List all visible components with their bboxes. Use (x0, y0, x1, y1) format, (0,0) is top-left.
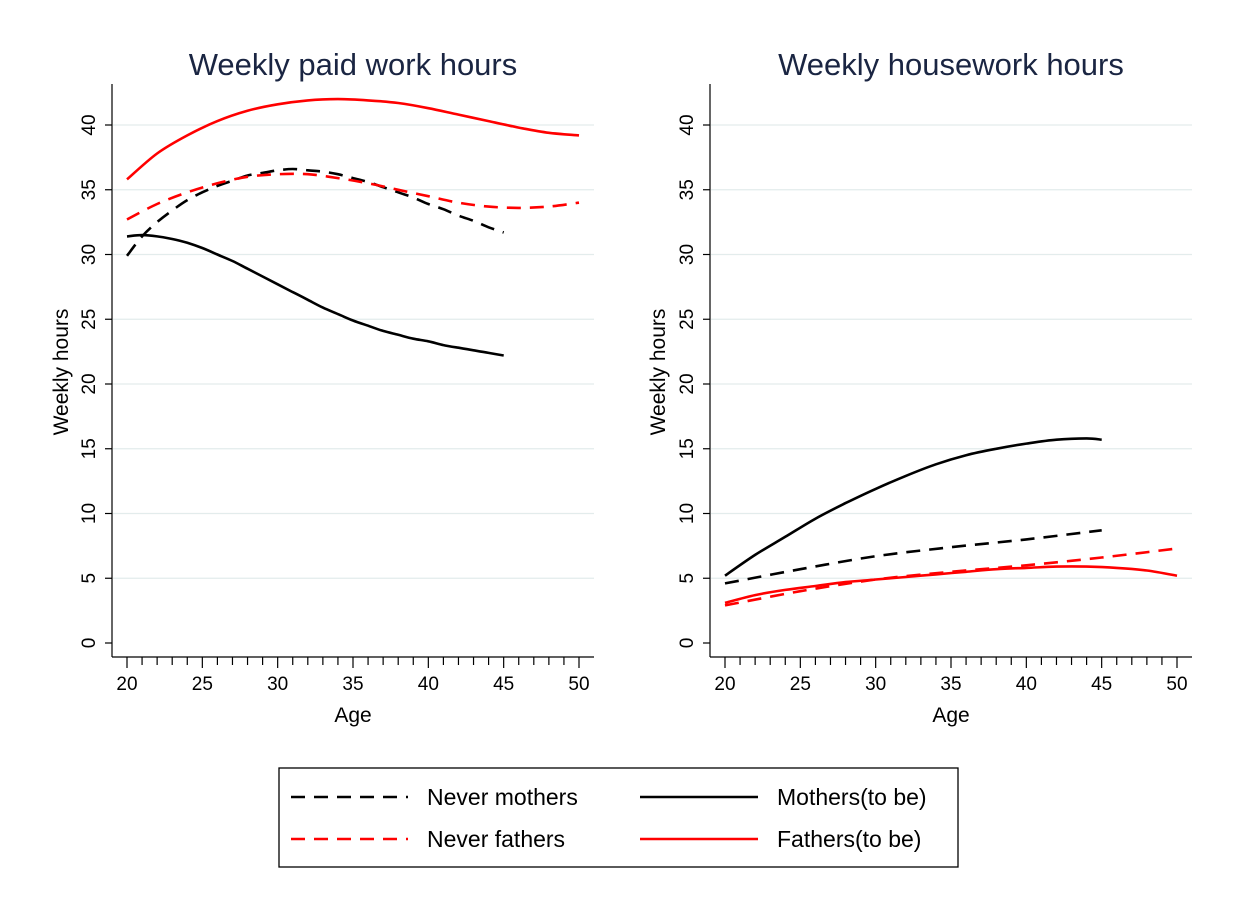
y-tick-label-paid-work-15: 15 (79, 438, 100, 459)
panel-title-paid-work: Weekly paid work hours (189, 47, 518, 82)
series-line-housework-fathers-to-be (724, 565, 1178, 605)
y-tick-label-paid-work-40: 40 (79, 114, 100, 135)
y-tick-label-housework-25: 25 (677, 309, 698, 330)
x-axis-label-housework: Age (932, 704, 969, 727)
y-tick-label-paid-work-35: 35 (79, 179, 100, 200)
x-axis-label-paid-work: Age (334, 704, 371, 727)
y-tick-label-housework-10: 10 (677, 503, 698, 524)
y-tick-label-housework-30: 30 (677, 244, 698, 265)
y-tick-label-paid-work-5: 5 (79, 573, 100, 584)
series-line-housework-never-fathers (724, 547, 1178, 607)
x-tick-label-paid-work-30: 30 (267, 674, 288, 695)
y-tick-label-paid-work-25: 25 (79, 309, 100, 330)
y-tick-label-paid-work-10: 10 (79, 503, 100, 524)
series-line-paid-work-fathers-to-be (126, 97, 580, 181)
series-line-paid-work-never-fathers (126, 172, 580, 221)
x-tick-label-housework-45: 45 (1091, 674, 1112, 695)
y-axis-label-paid-work: Weekly hours (50, 309, 73, 436)
legend-box (278, 767, 959, 868)
housework-panel: Weekly housework hours Age Weekly hours … (647, 47, 1192, 727)
y-tick-label-housework-40: 40 (677, 114, 698, 135)
series-paid-work (125, 97, 580, 357)
x-tick-label-paid-work-20: 20 (116, 674, 137, 695)
axes-paid-work: 0 5 10 15 20 25 30 35 40 20 25 30 35 40 45 50 (79, 84, 594, 695)
y-tick-label-paid-work-0: 0 (79, 638, 100, 649)
y-tick-label-housework-35: 35 (677, 179, 698, 200)
y-axis-label-housework: Weekly hours (647, 309, 670, 436)
y-tick-label-housework-5: 5 (677, 573, 698, 584)
series-line-housework-mothers-to-be (724, 437, 1102, 577)
x-tick-label-paid-work-50: 50 (568, 674, 589, 695)
series-housework (724, 437, 1178, 607)
series-line-housework-never-mothers (724, 529, 1102, 585)
axes-housework: 0 5 10 15 20 25 30 35 40 20 25 30 35 40 45 50 (677, 84, 1192, 695)
legend-label-fathers: Fathers(to be) (777, 826, 921, 852)
x-tick-label-paid-work-40: 40 (418, 674, 439, 695)
y-tick-label-housework-15: 15 (677, 438, 698, 459)
gridlines-paid-work (113, 124, 594, 579)
x-tick-label-housework-30: 30 (865, 674, 886, 695)
paid-work-panel: Weekly paid work hours Age Weekly hours … (50, 47, 594, 727)
x-tick-label-housework-40: 40 (1016, 674, 1037, 695)
x-tick-label-housework-20: 20 (714, 674, 735, 695)
legend-label-never-fathers: Never fathers (427, 826, 565, 852)
y-tick-label-housework-0: 0 (677, 638, 698, 649)
x-tick-label-paid-work-25: 25 (192, 674, 213, 695)
gridlines-housework (711, 124, 1192, 579)
x-tick-label-paid-work-35: 35 (342, 674, 363, 695)
series-line-paid-work-never-mothers (125, 167, 505, 257)
legend: Never mothers Mothers(to be) Never fathe… (278, 767, 959, 868)
y-tick-label-paid-work-20: 20 (79, 373, 100, 394)
x-tick-label-housework-50: 50 (1166, 674, 1187, 695)
x-tick-label-paid-work-45: 45 (493, 674, 514, 695)
x-tick-label-housework-25: 25 (790, 674, 811, 695)
legend-label-mothers: Mothers(to be) (777, 784, 927, 810)
legend-label-never-mothers: Never mothers (427, 784, 578, 810)
series-line-paid-work-mothers-to-be (126, 233, 504, 357)
y-tick-label-housework-20: 20 (677, 373, 698, 394)
x-tick-label-housework-35: 35 (940, 674, 961, 695)
panel-title-housework: Weekly housework hours (778, 47, 1124, 82)
y-tick-label-paid-work-30: 30 (79, 244, 100, 265)
